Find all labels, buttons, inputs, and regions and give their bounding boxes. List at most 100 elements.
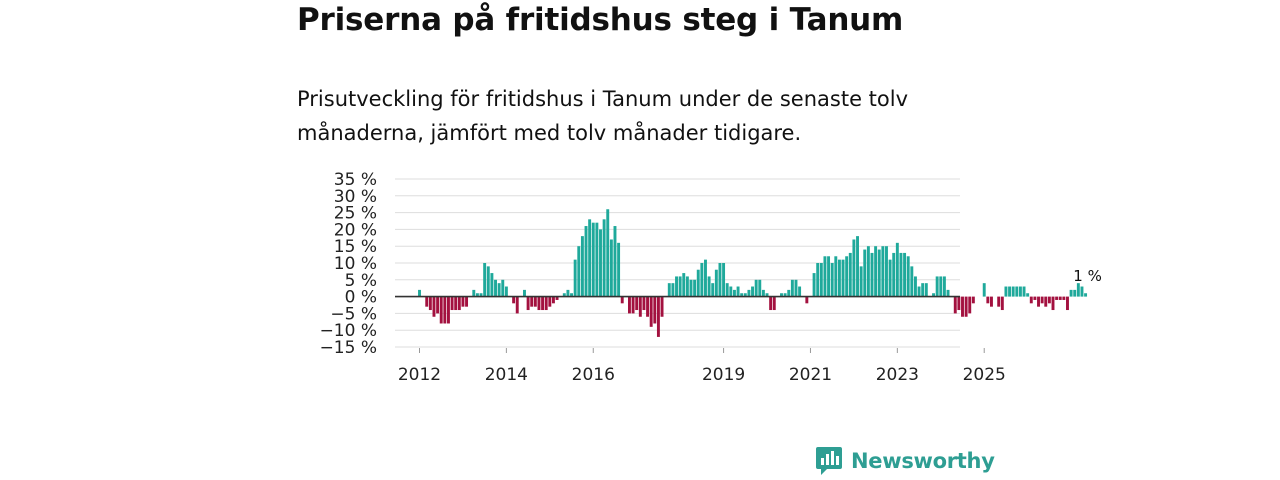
y-tick-label: 10 % [334, 254, 377, 274]
x-axis-tick-labels: 2012 2014 2016 2019 2021 2023 2025 [398, 348, 1006, 385]
bar [599, 229, 602, 297]
bar [432, 296, 436, 317]
bar [548, 296, 552, 307]
bar [841, 259, 845, 297]
bar [689, 279, 693, 297]
bar [620, 296, 624, 304]
bar [602, 219, 606, 297]
y-tick-label: 25 % [334, 204, 377, 224]
bar [870, 252, 874, 297]
y-tick-label: 35 % [334, 170, 377, 190]
y-tick-label: −15 % [320, 338, 377, 358]
bar [722, 263, 726, 297]
bar [656, 296, 660, 337]
bar [736, 286, 740, 297]
bar [932, 293, 935, 297]
bar [1051, 296, 1055, 311]
bar [418, 289, 421, 297]
bar [1022, 286, 1026, 297]
bar [942, 276, 946, 297]
bar [732, 289, 736, 297]
bar [450, 296, 454, 311]
bar [913, 276, 917, 297]
bar [613, 226, 617, 297]
bar [859, 266, 863, 297]
y-tick-label: 0 % [345, 288, 377, 308]
bar [588, 219, 592, 297]
bar [584, 226, 588, 297]
bar [997, 296, 1001, 307]
bar [769, 296, 773, 311]
bar [461, 296, 465, 307]
bar [971, 296, 975, 304]
bar [704, 259, 707, 297]
bar [483, 263, 487, 297]
bar [718, 263, 722, 297]
bar [888, 259, 892, 297]
bar [515, 296, 519, 314]
bar [685, 276, 689, 297]
bar [892, 252, 896, 297]
bar [675, 276, 678, 297]
bar [986, 296, 990, 304]
bar [935, 276, 939, 297]
bar [780, 293, 783, 297]
bar [910, 266, 914, 297]
chart-subtitle: Prisutveckling för fritidshus i Tanum un… [297, 87, 909, 145]
bar [725, 283, 729, 297]
bar [649, 296, 653, 327]
bar [895, 242, 899, 297]
newsworthy-logo-text: Newsworthy [851, 449, 995, 473]
bar [957, 296, 961, 311]
bar [1076, 283, 1080, 297]
bar [758, 279, 762, 297]
bar [961, 296, 964, 317]
bar [740, 293, 744, 297]
bar [1008, 286, 1012, 297]
bar [1069, 289, 1073, 297]
bar [475, 293, 479, 297]
bar [486, 266, 490, 297]
x-tick-label: 2012 [398, 365, 441, 385]
bar [439, 296, 443, 324]
bar [819, 263, 823, 297]
bar [1026, 293, 1030, 297]
bar [660, 296, 664, 317]
bar [457, 296, 461, 311]
bar [1015, 286, 1019, 297]
bar [881, 246, 885, 297]
bar [827, 256, 831, 297]
bar [1047, 296, 1051, 304]
last-value-annotation: 1 % [1073, 267, 1102, 285]
bar [443, 296, 447, 324]
chart-bars [418, 209, 1088, 337]
bar [747, 289, 751, 297]
bar [885, 246, 888, 297]
y-tick-label: 5 % [345, 271, 377, 291]
bar [772, 296, 776, 311]
bar [566, 289, 570, 297]
bar [682, 273, 686, 297]
bar [874, 246, 878, 297]
bar [678, 276, 682, 297]
bar [454, 296, 458, 311]
bar [761, 289, 765, 297]
bar [863, 249, 867, 297]
bar [1037, 296, 1040, 307]
bar [852, 239, 856, 297]
bar [595, 222, 599, 297]
bar [1055, 296, 1059, 300]
bar [990, 296, 993, 307]
bar [968, 296, 972, 314]
bar [551, 296, 555, 304]
bar [982, 283, 986, 297]
bar [837, 259, 841, 297]
bar [428, 296, 432, 311]
bar [754, 279, 758, 297]
bar [899, 252, 903, 297]
bar [1004, 286, 1008, 297]
bar [628, 296, 631, 314]
chart-title: Priserna på fritidshus steg i Tanum [297, 2, 904, 38]
bar [617, 242, 621, 297]
bar [570, 293, 573, 297]
